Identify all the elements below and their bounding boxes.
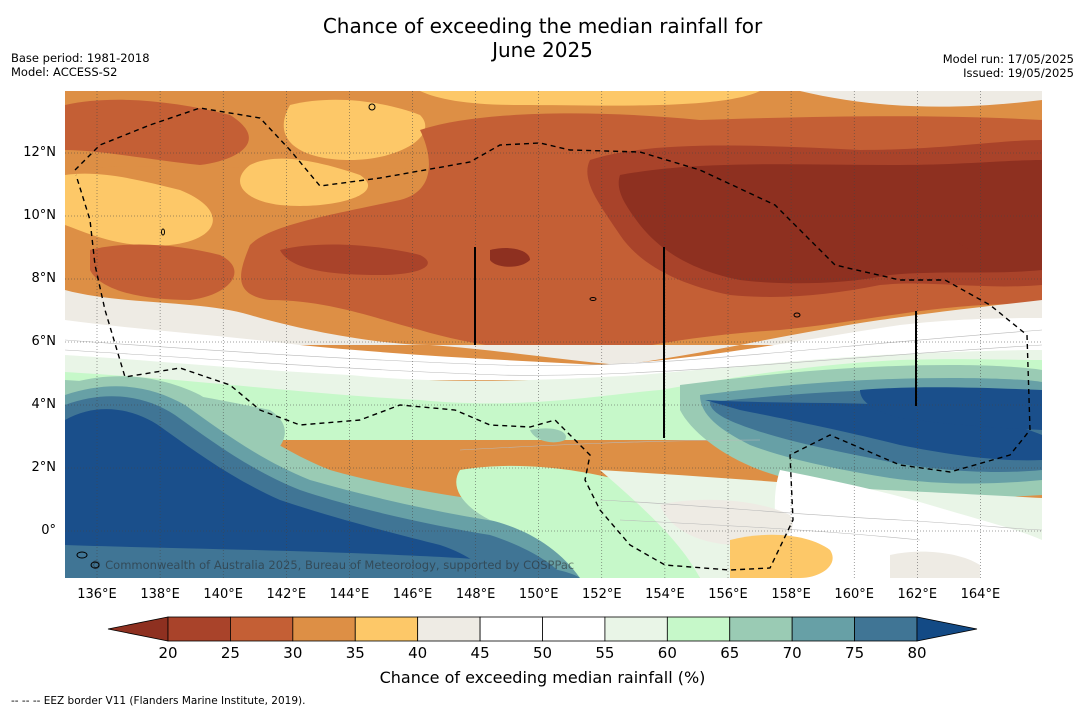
lat-label: 12°N	[23, 145, 56, 160]
contour-lines	[65, 329, 1042, 541]
colorbar-segment	[292, 616, 356, 642]
lon-label: 144°E	[329, 587, 370, 602]
colorbar-segment	[542, 616, 606, 642]
lat-label: 10°N	[23, 208, 56, 223]
colorbar-tick-label: 70	[782, 644, 802, 662]
colorbar-tick-label: 60	[657, 644, 677, 662]
model-run-date: Model run: 17/05/2025	[942, 52, 1074, 66]
colorbar-segment	[854, 616, 918, 642]
lon-label: 162°E	[897, 587, 938, 602]
model-name: Model: ACCESS-S2	[11, 65, 118, 79]
lon-label: 136°E	[77, 587, 117, 602]
colorbar-over-arrow	[916, 616, 978, 642]
map-title: Chance of exceeding the median rainfall …	[0, 14, 1085, 62]
colorbar-segment	[791, 616, 855, 642]
colorbar-segment	[479, 616, 543, 642]
lat-label: 0°	[41, 523, 56, 538]
colorbar-segment	[729, 616, 793, 642]
lon-label: 158°E	[771, 587, 811, 602]
colorbar-under-arrow	[107, 616, 169, 642]
lat-label: 4°N	[31, 397, 57, 412]
colorbar-tick-label: 40	[408, 644, 428, 662]
title-line-1: Chance of exceeding the median rainfall …	[322, 14, 763, 38]
lat-label: 8°N	[31, 271, 57, 286]
lon-label: 140°E	[203, 587, 243, 602]
lon-label: 156°E	[708, 587, 748, 602]
colorbar	[107, 616, 978, 642]
colorbar-tick-label: 75	[845, 644, 865, 662]
model-info: Base period: 1981-2018 Model: ACCESS-S2	[11, 51, 150, 79]
lon-label: 154°E	[645, 587, 685, 602]
colorbar-tick-label: 50	[532, 644, 553, 662]
colorbar-tick-label: 25	[220, 644, 240, 662]
lon-label: 148°E	[455, 587, 496, 602]
graticule	[65, 91, 1042, 578]
lat-label: 6°N	[31, 334, 57, 349]
run-info: Model run: 17/05/2025 Issued: 19/05/2025	[943, 52, 1074, 80]
map-field	[65, 91, 1042, 578]
colorbar-segment	[230, 616, 294, 642]
islands	[76, 103, 801, 569]
colorbar-tick-label: 20	[158, 644, 178, 662]
eez-footnote: -- -- -- EEZ border V11 (Flanders Marine…	[11, 695, 306, 707]
copyright-text: © Commonwealth of Australia 2025, Bureau…	[90, 558, 575, 572]
title-line-2: June 2025	[492, 38, 593, 62]
lon-label: 142°E	[266, 587, 307, 602]
colorbar-tick-label: 30	[283, 644, 303, 662]
colorbar-tick-label: 45	[470, 644, 490, 662]
boundary-lines	[474, 247, 917, 438]
colorbar-segment	[167, 616, 231, 642]
lon-label: 152°E	[582, 587, 622, 602]
colorbar-tick-label: 35	[345, 644, 365, 662]
colorbar-title: Chance of exceeding median rainfall (%)	[379, 668, 706, 687]
colorbar-tick-label: 55	[595, 644, 615, 662]
lon-label: 164°E	[960, 587, 1001, 602]
colorbar-segment	[354, 616, 419, 642]
base-period: Base period: 1981-2018	[11, 51, 150, 65]
colorbar-tick-label: 65	[720, 644, 740, 662]
lon-label: 146°E	[392, 587, 433, 602]
colorbar-tick-label: 80	[907, 644, 927, 662]
colorbar-segment	[417, 616, 481, 642]
eez-border	[74, 107, 1031, 571]
colorbar-segment	[666, 616, 731, 642]
issued-date: Issued: 19/05/2025	[963, 66, 1074, 80]
lon-label: 160°E	[834, 587, 874, 602]
lat-label: 2°N	[31, 460, 57, 475]
lon-label: 138°E	[140, 587, 180, 602]
lon-label: 150°E	[518, 587, 559, 602]
colorbar-segment	[604, 616, 668, 642]
